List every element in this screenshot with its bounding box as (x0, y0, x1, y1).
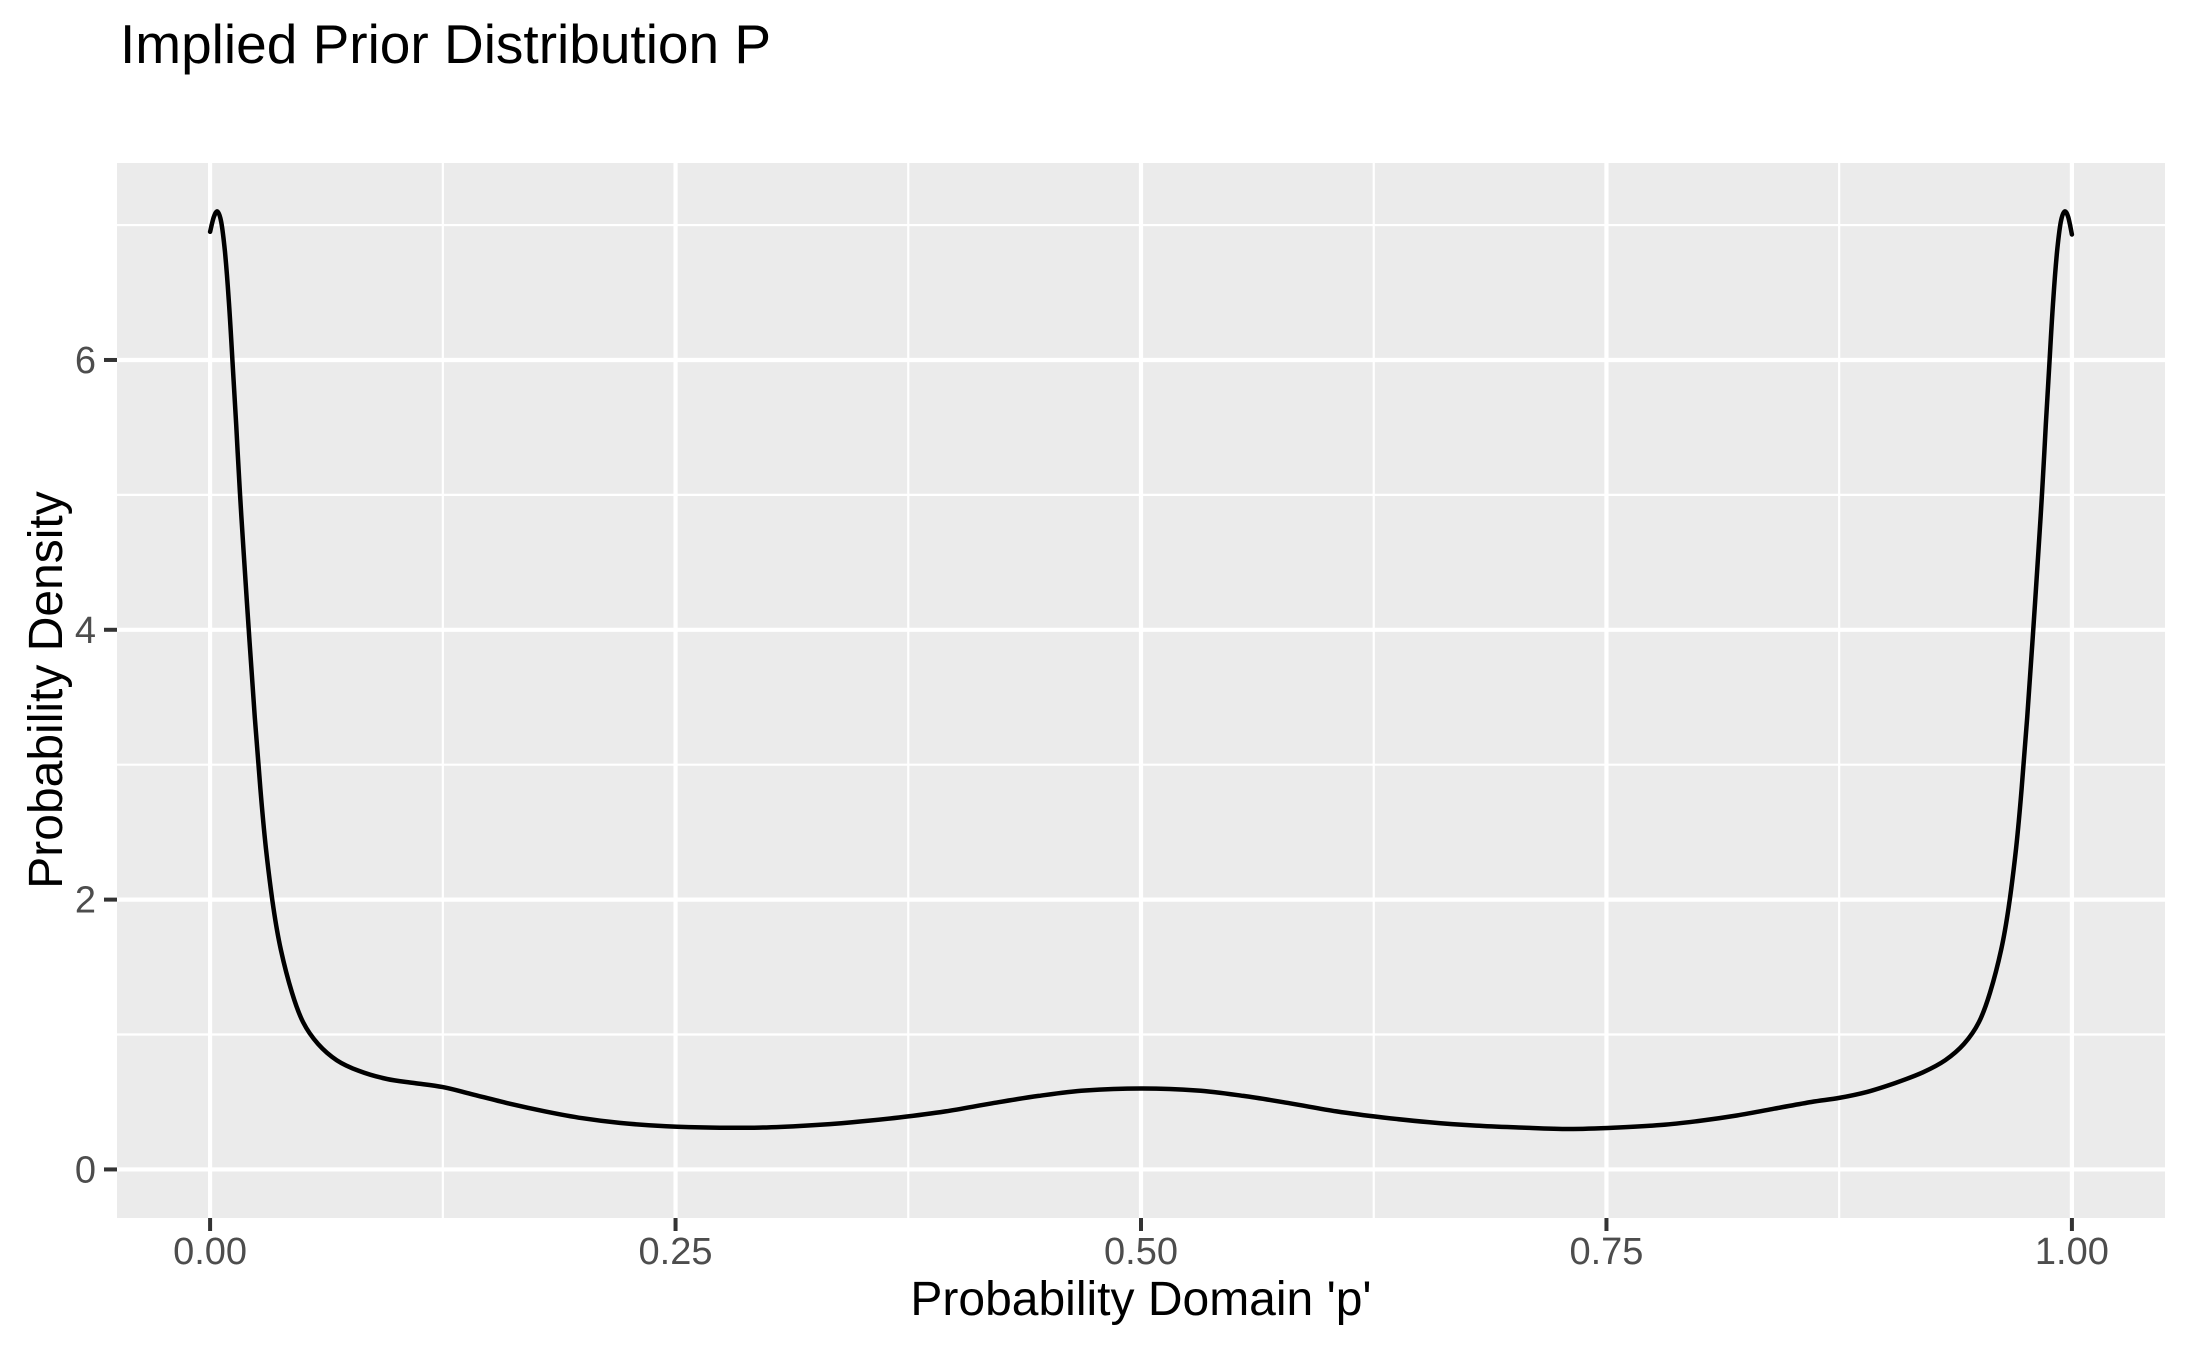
x-tick-label: 1.00 (2035, 1231, 2109, 1273)
density-curve (207, 209, 2075, 1132)
major-gridlines (117, 163, 2165, 1218)
y-axis-title: Probability Density (20, 491, 73, 889)
plot-title: Implied Prior Distribution P (120, 13, 771, 75)
x-tick-label: 0.00 (173, 1231, 247, 1273)
y-tick-label: 2 (75, 880, 96, 922)
y-tick-label: 6 (75, 340, 96, 382)
x-tick-label: 0.50 (1104, 1231, 1178, 1273)
y-tick-label: 4 (75, 610, 96, 652)
x-axis-title: Probability Domain 'p' (910, 1273, 1371, 1326)
x-tick-label: 0.75 (1569, 1231, 1643, 1273)
x-axis-tick-labels: 0.00 0.25 0.50 0.75 1.00 (173, 1231, 2109, 1273)
y-tick-label: 0 (75, 1149, 96, 1191)
axis-tick-marks (104, 357, 2074, 1231)
x-tick-label: 0.25 (639, 1231, 713, 1273)
y-axis-tick-labels: 0 2 4 6 (75, 340, 96, 1191)
